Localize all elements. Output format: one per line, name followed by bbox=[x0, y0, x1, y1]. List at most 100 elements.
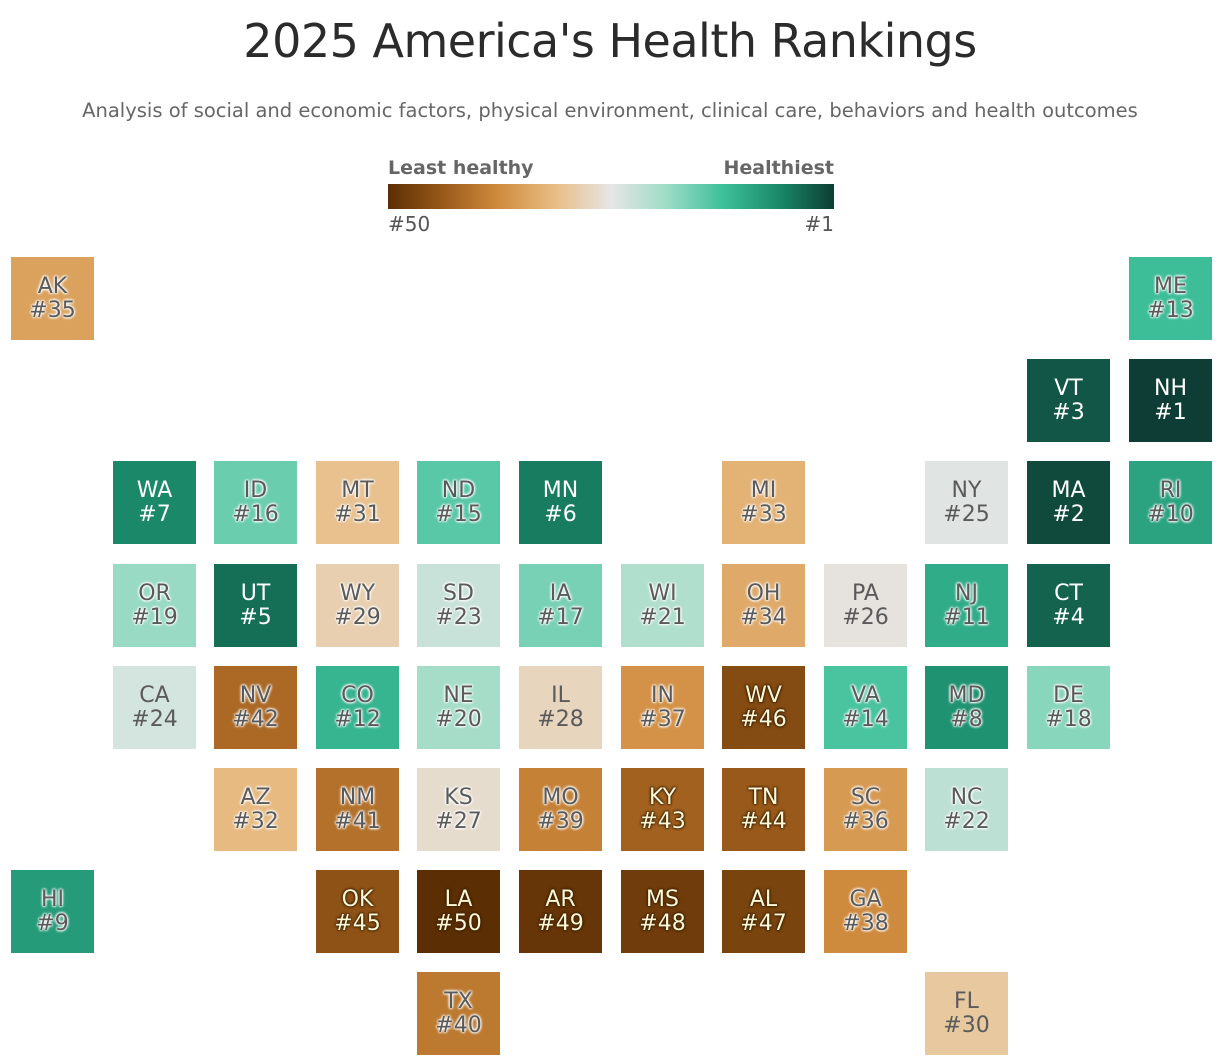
state-tile-az: AZ #32 bbox=[214, 768, 297, 851]
state-tile-nm: NM #41 bbox=[316, 768, 399, 851]
state-abbr: WY bbox=[339, 580, 376, 606]
state-tile-il: IL #28 bbox=[519, 666, 602, 749]
state-rank: #24 bbox=[131, 706, 178, 732]
state-rank: #48 bbox=[639, 910, 686, 936]
state-abbr: MD bbox=[948, 682, 985, 708]
state-rank: #42 bbox=[232, 706, 279, 732]
color-legend: Least healthy Healthiest #50 #1 bbox=[388, 157, 834, 237]
state-abbr: CO bbox=[341, 682, 374, 708]
state-abbr: AL bbox=[749, 886, 778, 912]
state-rank: #47 bbox=[740, 910, 787, 936]
legend-gradient-bar bbox=[388, 184, 834, 209]
legend-left-tick: #50 bbox=[388, 212, 431, 236]
state-abbr: WI bbox=[648, 580, 677, 606]
state-abbr: SD bbox=[443, 580, 474, 606]
state-abbr: UT bbox=[240, 580, 271, 606]
state-abbr: NC bbox=[950, 784, 983, 810]
state-rank: #12 bbox=[334, 706, 381, 732]
state-abbr: ID bbox=[243, 477, 268, 503]
state-rank: #44 bbox=[740, 808, 787, 834]
state-abbr: NV bbox=[239, 682, 272, 708]
state-rank: #40 bbox=[435, 1012, 482, 1038]
state-rank: #43 bbox=[639, 808, 686, 834]
state-rank: #22 bbox=[943, 808, 990, 834]
state-tile-ma: MA #2 bbox=[1027, 461, 1110, 544]
state-abbr: HI bbox=[40, 886, 65, 912]
state-rank: #30 bbox=[943, 1012, 990, 1038]
state-abbr: DE bbox=[1053, 682, 1084, 708]
state-abbr: WA bbox=[136, 477, 173, 503]
state-tile-al: AL #47 bbox=[722, 870, 805, 953]
state-abbr: KY bbox=[648, 784, 677, 810]
state-rank: #27 bbox=[435, 808, 482, 834]
state-tile-mo: MO #39 bbox=[519, 768, 602, 851]
state-tile-wy: WY #29 bbox=[316, 564, 399, 647]
state-abbr: IN bbox=[651, 682, 674, 708]
state-abbr: MT bbox=[341, 477, 374, 503]
legend-left-label: Least healthy bbox=[388, 157, 534, 179]
state-rank: #2 bbox=[1052, 501, 1085, 527]
state-rank: #26 bbox=[842, 604, 889, 630]
state-tile-nv: NV #42 bbox=[214, 666, 297, 749]
state-tile-co: CO #12 bbox=[316, 666, 399, 749]
state-abbr: RI bbox=[1159, 477, 1182, 503]
state-abbr: GA bbox=[849, 886, 882, 912]
state-rank: #6 bbox=[544, 501, 577, 527]
state-rank: #3 bbox=[1052, 399, 1085, 425]
state-abbr: IL bbox=[551, 682, 570, 708]
state-rank: #37 bbox=[639, 706, 686, 732]
state-rank: #5 bbox=[239, 604, 272, 630]
state-rank: #28 bbox=[537, 706, 584, 732]
state-rank: #21 bbox=[639, 604, 686, 630]
state-tile-ne: NE #20 bbox=[417, 666, 500, 749]
state-rank: #13 bbox=[1147, 297, 1194, 323]
state-rank: #11 bbox=[943, 604, 990, 630]
state-abbr: TX bbox=[444, 988, 473, 1014]
state-abbr: MO bbox=[542, 784, 579, 810]
state-rank: #10 bbox=[1147, 501, 1194, 527]
state-abbr: FL bbox=[954, 988, 979, 1014]
state-tile-ga: GA #38 bbox=[824, 870, 907, 953]
state-abbr: OR bbox=[138, 580, 171, 606]
state-tile-md: MD #8 bbox=[925, 666, 1008, 749]
state-tile-vt: VT #3 bbox=[1027, 359, 1110, 442]
state-abbr: AZ bbox=[240, 784, 271, 810]
state-tile-sd: SD #23 bbox=[417, 564, 500, 647]
state-abbr: NH bbox=[1154, 375, 1187, 401]
state-abbr: KS bbox=[444, 784, 473, 810]
state-tile-nd: ND #15 bbox=[417, 461, 500, 544]
state-tile-la: LA #50 bbox=[417, 870, 500, 953]
state-rank: #16 bbox=[232, 501, 279, 527]
state-tile-wa: WA #7 bbox=[113, 461, 196, 544]
state-tile-de: DE #18 bbox=[1027, 666, 1110, 749]
state-tile-ut: UT #5 bbox=[214, 564, 297, 647]
state-abbr: ME bbox=[1154, 273, 1187, 299]
state-rank: #31 bbox=[334, 501, 381, 527]
state-tile-in: IN #37 bbox=[621, 666, 704, 749]
state-abbr: AR bbox=[545, 886, 576, 912]
state-abbr: PA bbox=[852, 580, 879, 606]
state-abbr: LA bbox=[444, 886, 473, 912]
state-abbr: NJ bbox=[955, 580, 978, 606]
state-tile-nh: NH #1 bbox=[1129, 359, 1212, 442]
state-abbr: MA bbox=[1051, 477, 1086, 503]
state-rank: #49 bbox=[537, 910, 584, 936]
state-tile-nj: NJ #11 bbox=[925, 564, 1008, 647]
state-abbr: AK bbox=[37, 273, 68, 299]
state-abbr: WV bbox=[745, 682, 782, 708]
state-tile-mi: MI #33 bbox=[722, 461, 805, 544]
state-tile-ky: KY #43 bbox=[621, 768, 704, 851]
state-rank: #7 bbox=[138, 501, 171, 527]
chart-title: 2025 America's Health Rankings bbox=[243, 14, 977, 68]
state-rank: #34 bbox=[740, 604, 787, 630]
state-rank: #1 bbox=[1154, 399, 1187, 425]
state-abbr: VA bbox=[851, 682, 880, 708]
state-rank: #38 bbox=[842, 910, 889, 936]
state-tile-id: ID #16 bbox=[214, 461, 297, 544]
state-rank: #25 bbox=[943, 501, 990, 527]
state-abbr: TN bbox=[748, 784, 779, 810]
state-rank: #36 bbox=[842, 808, 889, 834]
state-tile-me: ME #13 bbox=[1129, 257, 1212, 340]
state-rank: #15 bbox=[435, 501, 482, 527]
state-rank: #20 bbox=[435, 706, 482, 732]
